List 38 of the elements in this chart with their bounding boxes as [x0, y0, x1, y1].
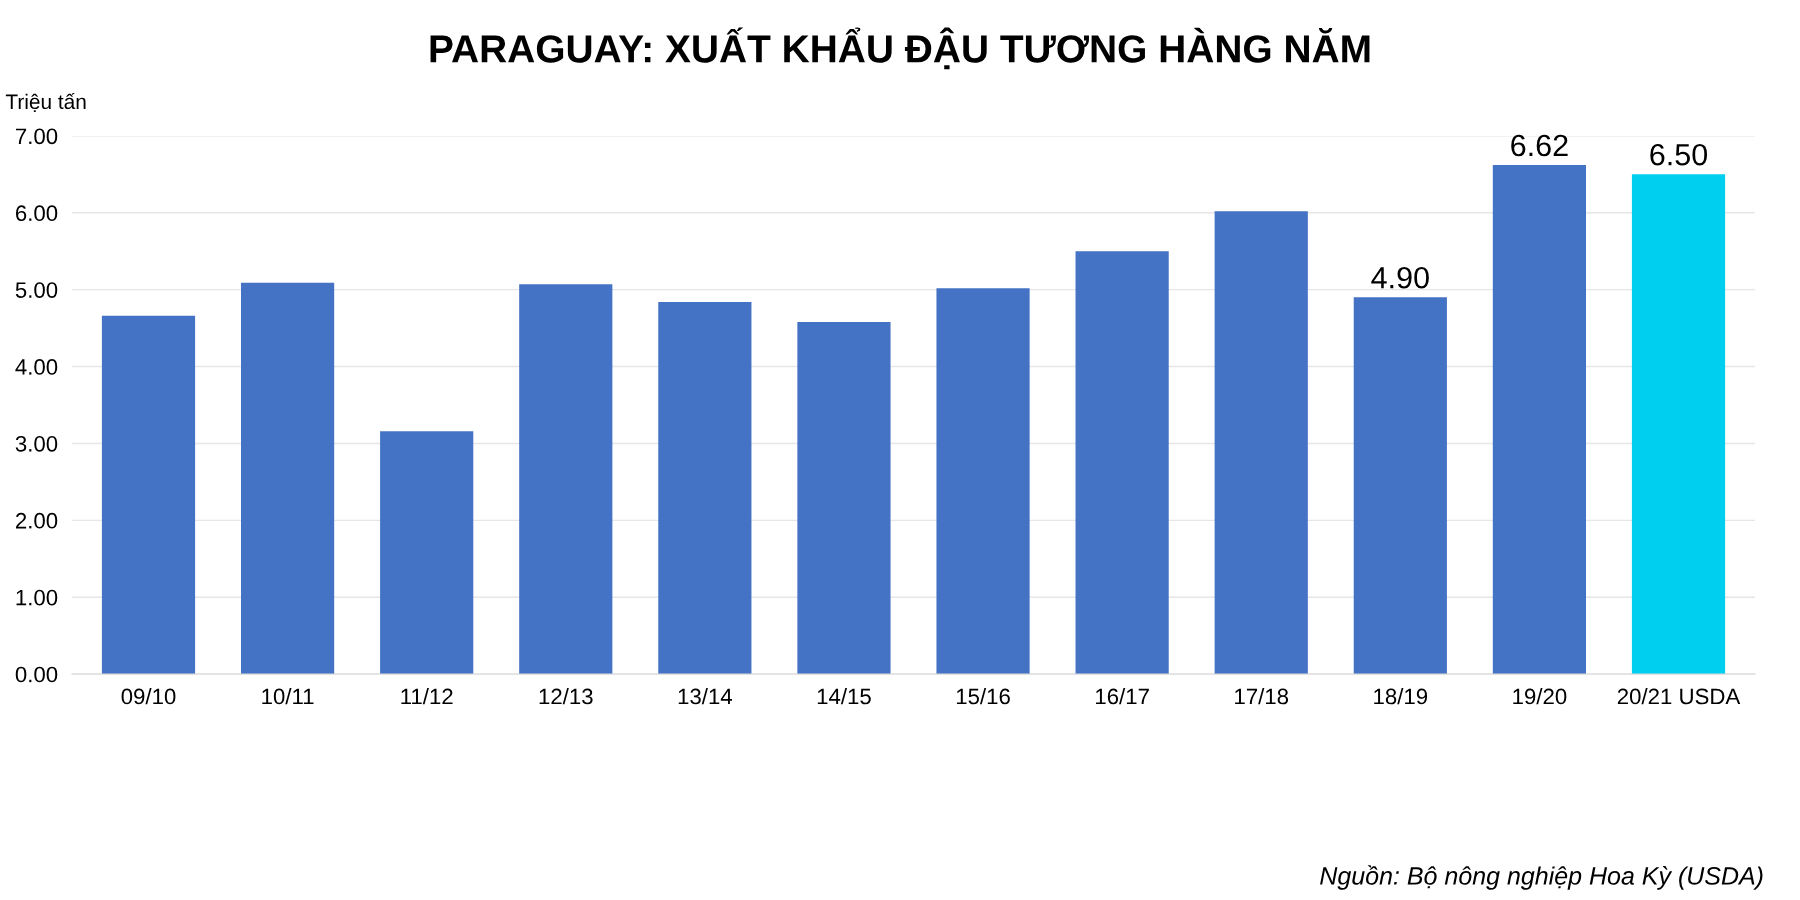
bar — [241, 282, 335, 675]
x-tick-label: 14/15 — [817, 687, 871, 705]
y-tick-label: 5.00 — [15, 282, 58, 298]
bar — [936, 288, 1030, 675]
x-tick-label: 09/10 — [121, 687, 176, 705]
chart-title: PARAGUAY: XUẤT KHẨU ĐẬU TƯƠNG HÀNG NĂM — [430, 27, 1370, 70]
bar — [1075, 251, 1169, 675]
x-tick-label: 20/21 USDA — [1617, 687, 1741, 705]
bar — [1492, 165, 1586, 675]
data-label: 6.50 — [1650, 143, 1708, 166]
bar — [380, 431, 474, 675]
y-tick-label: 2.00 — [15, 512, 58, 529]
bar — [101, 315, 196, 675]
y-tick-label: 7.00 — [16, 128, 58, 145]
x-tick-label: 16/17 — [1096, 687, 1149, 705]
y-tick-label: 3.00 — [15, 435, 58, 452]
x-tick-label: 12/13 — [539, 687, 593, 705]
y-tick-label: 6.00 — [15, 205, 58, 222]
bar — [1631, 174, 1726, 675]
data-label: 4.90 — [1371, 266, 1429, 289]
x-tick-label: 11/12 — [401, 687, 453, 705]
x-tick-label: 18/19 — [1374, 687, 1428, 705]
y-axis-title: Triệu tấn — [5, 92, 86, 113]
x-tick-label: 17/18 — [1235, 687, 1289, 705]
bar — [797, 321, 891, 675]
x-tick-label: 10/11 — [262, 687, 314, 705]
bar — [519, 284, 613, 675]
x-tick-label: 13/14 — [678, 687, 733, 705]
y-tick-label: 4.00 — [15, 359, 58, 375]
x-tick-label: 19/20 — [1513, 687, 1567, 705]
y-tick-label: 0.00 — [15, 666, 58, 683]
data-label: 6.62 — [1511, 134, 1568, 157]
y-tick-label: 1.00 — [16, 589, 58, 606]
bar — [1353, 297, 1447, 675]
text: Nguồn: Bộ nông nghiệp Hoa Kỳ (USDA) — [1320, 865, 1763, 890]
bar — [658, 301, 752, 675]
x-tick-label: 15/16 — [956, 687, 1010, 705]
bar — [1214, 211, 1308, 675]
